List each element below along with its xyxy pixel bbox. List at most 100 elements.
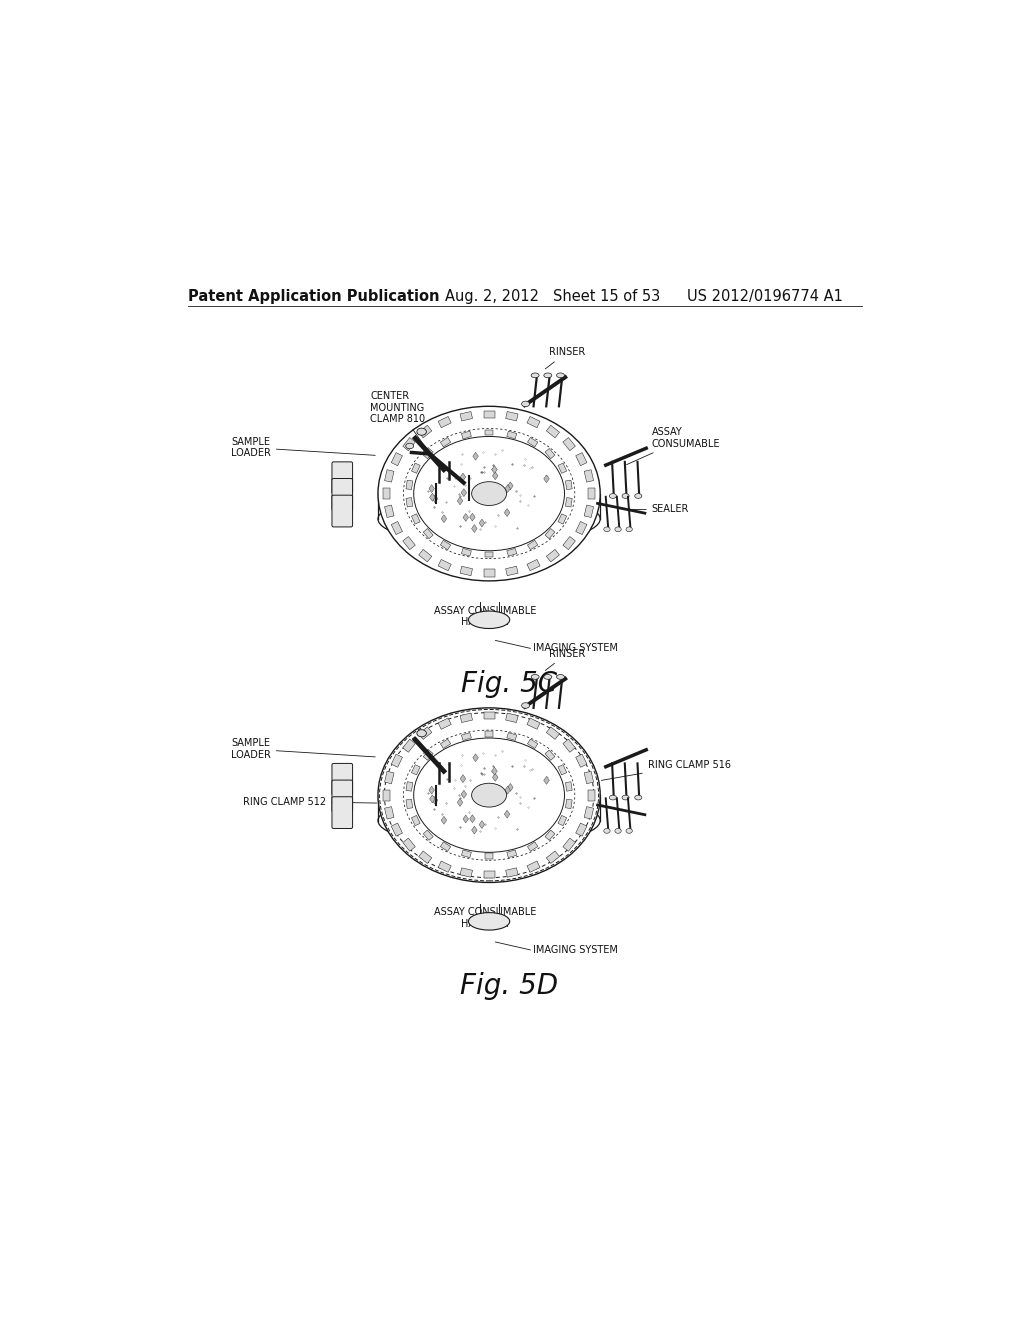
Polygon shape bbox=[558, 513, 566, 524]
Polygon shape bbox=[463, 814, 469, 822]
Polygon shape bbox=[462, 548, 471, 556]
Polygon shape bbox=[462, 850, 471, 858]
Polygon shape bbox=[506, 713, 518, 722]
Polygon shape bbox=[461, 791, 467, 799]
Polygon shape bbox=[429, 484, 434, 492]
Ellipse shape bbox=[414, 437, 564, 550]
Text: CENTER
MOUNTING
CLAMP 810: CENTER MOUNTING CLAMP 810 bbox=[370, 391, 429, 453]
Polygon shape bbox=[430, 494, 435, 502]
Polygon shape bbox=[460, 566, 472, 576]
Polygon shape bbox=[493, 471, 498, 479]
Polygon shape bbox=[508, 783, 513, 792]
Polygon shape bbox=[506, 867, 518, 878]
Ellipse shape bbox=[544, 675, 552, 680]
Polygon shape bbox=[545, 449, 555, 458]
Polygon shape bbox=[507, 850, 517, 858]
Polygon shape bbox=[406, 480, 413, 490]
Polygon shape bbox=[423, 528, 433, 539]
Polygon shape bbox=[547, 727, 559, 739]
Ellipse shape bbox=[557, 374, 564, 378]
Ellipse shape bbox=[609, 494, 616, 499]
Text: RING CLAMP 516: RING CLAMP 516 bbox=[601, 760, 731, 780]
FancyBboxPatch shape bbox=[332, 763, 352, 795]
Polygon shape bbox=[391, 754, 402, 767]
FancyBboxPatch shape bbox=[332, 479, 352, 511]
Polygon shape bbox=[527, 861, 540, 873]
Polygon shape bbox=[575, 453, 587, 466]
Ellipse shape bbox=[417, 428, 426, 436]
Polygon shape bbox=[558, 816, 566, 826]
Polygon shape bbox=[483, 871, 495, 878]
Polygon shape bbox=[458, 799, 463, 807]
FancyBboxPatch shape bbox=[332, 797, 352, 829]
Polygon shape bbox=[563, 739, 575, 752]
Ellipse shape bbox=[468, 912, 510, 931]
Ellipse shape bbox=[378, 407, 600, 581]
Polygon shape bbox=[527, 739, 538, 748]
Polygon shape bbox=[527, 560, 540, 570]
Polygon shape bbox=[479, 821, 484, 829]
Text: ASSAY CONSUMABLE
HANDLER: ASSAY CONSUMABLE HANDLER bbox=[434, 907, 537, 929]
Polygon shape bbox=[563, 437, 575, 450]
Polygon shape bbox=[584, 771, 594, 784]
Polygon shape bbox=[544, 776, 549, 784]
Polygon shape bbox=[412, 463, 420, 474]
Polygon shape bbox=[483, 411, 495, 418]
Text: Fig. 5C: Fig. 5C bbox=[461, 671, 557, 698]
Polygon shape bbox=[508, 482, 513, 490]
Polygon shape bbox=[472, 524, 477, 532]
Ellipse shape bbox=[531, 374, 539, 378]
Polygon shape bbox=[423, 449, 433, 458]
Polygon shape bbox=[484, 430, 494, 436]
FancyBboxPatch shape bbox=[332, 780, 352, 812]
Polygon shape bbox=[565, 781, 572, 791]
Polygon shape bbox=[402, 838, 416, 851]
Ellipse shape bbox=[557, 675, 564, 680]
Ellipse shape bbox=[521, 401, 529, 407]
Text: ASSAY
CONSUMABLE: ASSAY CONSUMABLE bbox=[627, 428, 720, 465]
Polygon shape bbox=[441, 515, 446, 523]
Polygon shape bbox=[441, 816, 446, 824]
Ellipse shape bbox=[614, 527, 622, 532]
Polygon shape bbox=[419, 425, 432, 438]
Polygon shape bbox=[419, 851, 432, 863]
Polygon shape bbox=[472, 826, 477, 834]
Polygon shape bbox=[462, 733, 471, 741]
Polygon shape bbox=[383, 488, 390, 499]
Polygon shape bbox=[473, 754, 478, 762]
Polygon shape bbox=[460, 412, 472, 421]
Text: SAMPLE
LOADER: SAMPLE LOADER bbox=[231, 437, 375, 458]
Polygon shape bbox=[527, 540, 538, 549]
Polygon shape bbox=[544, 475, 549, 483]
Polygon shape bbox=[565, 799, 572, 809]
Ellipse shape bbox=[531, 675, 539, 680]
Polygon shape bbox=[438, 560, 452, 570]
Polygon shape bbox=[527, 718, 540, 729]
Polygon shape bbox=[479, 519, 484, 527]
Polygon shape bbox=[406, 781, 413, 791]
Polygon shape bbox=[588, 488, 595, 499]
Polygon shape bbox=[527, 417, 540, 428]
Text: ASSAY CONSUMABLE
HANDLER: ASSAY CONSUMABLE HANDLER bbox=[434, 606, 537, 627]
Polygon shape bbox=[440, 437, 451, 447]
Ellipse shape bbox=[414, 738, 564, 853]
Polygon shape bbox=[432, 495, 438, 503]
Ellipse shape bbox=[622, 795, 629, 800]
Polygon shape bbox=[406, 498, 413, 507]
Text: SAMPLE
LOADER: SAMPLE LOADER bbox=[231, 738, 375, 760]
Polygon shape bbox=[391, 824, 402, 836]
Polygon shape bbox=[460, 775, 466, 783]
Polygon shape bbox=[527, 437, 538, 447]
Polygon shape bbox=[493, 774, 498, 781]
Polygon shape bbox=[492, 767, 498, 775]
Polygon shape bbox=[385, 771, 394, 784]
Ellipse shape bbox=[472, 783, 507, 807]
Polygon shape bbox=[402, 739, 416, 752]
Polygon shape bbox=[505, 484, 510, 492]
Polygon shape bbox=[385, 506, 394, 517]
Polygon shape bbox=[440, 739, 451, 748]
Polygon shape bbox=[470, 513, 475, 521]
Polygon shape bbox=[547, 549, 559, 562]
Polygon shape bbox=[504, 508, 510, 516]
Text: RINSER: RINSER bbox=[545, 347, 585, 368]
